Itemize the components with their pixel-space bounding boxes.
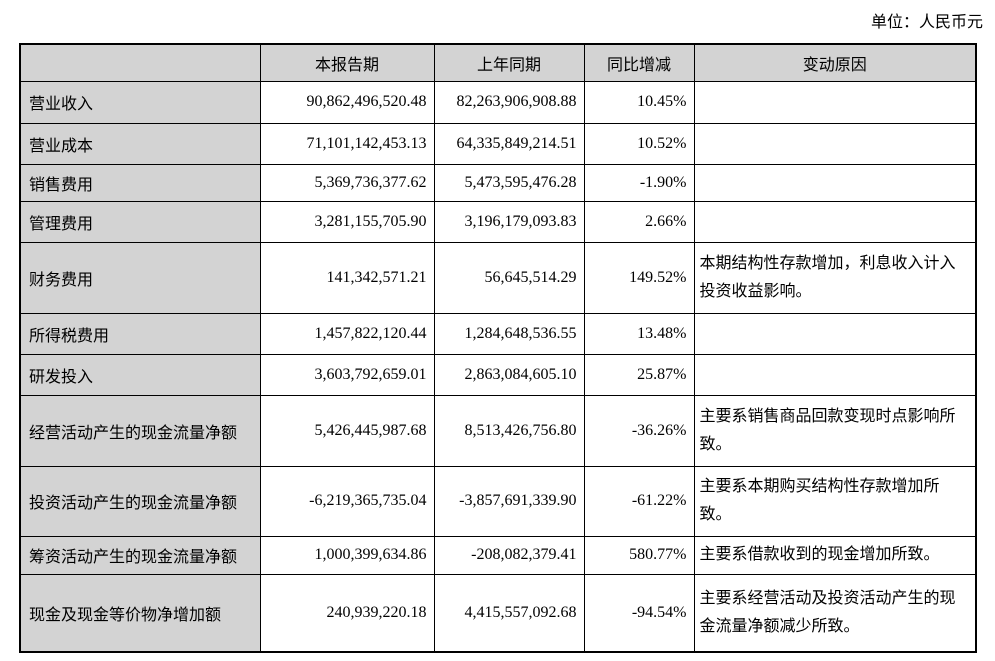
prior-period-value: 1,284,648,536.55 xyxy=(433,312,585,355)
current-period-value: 90,862,496,520.48 xyxy=(259,80,435,124)
prior-period-value: 5,473,595,476.28 xyxy=(433,163,585,202)
prior-period-value: 8,513,426,756.80 xyxy=(433,394,585,467)
row-label: 营业成本 xyxy=(19,122,261,165)
row-label: 研发投入 xyxy=(19,353,261,396)
change-reason: 主要系借款收到的现金增加所致。 xyxy=(693,535,977,575)
prior-period-value: 56,645,514.29 xyxy=(433,241,585,314)
change-percent: 13.48% xyxy=(583,312,695,355)
change-reason xyxy=(693,163,977,202)
prior-period-value: 3,196,179,093.83 xyxy=(433,200,585,243)
table-row-operating-cashflow: 经营活动产生的现金流量净额 5,426,445,987.68 8,513,426… xyxy=(19,394,977,467)
prior-period-value: 4,415,557,092.68 xyxy=(433,573,585,653)
table-header-row: 本报告期 上年同期 同比增减 变动原因 xyxy=(19,43,977,82)
current-period-value: 3,281,155,705.90 xyxy=(259,200,435,243)
prior-period-value: 64,335,849,214.51 xyxy=(433,122,585,165)
prior-period-value: 2,863,084,605.10 xyxy=(433,353,585,396)
change-reason: 主要系本期购买结构性存款增加所致。 xyxy=(693,465,977,537)
change-percent: 10.45% xyxy=(583,80,695,124)
current-period-value: 5,426,445,987.68 xyxy=(259,394,435,467)
change-percent: 10.52% xyxy=(583,122,695,165)
table-row-operating-revenue: 营业收入 90,862,496,520.48 82,263,906,908.88… xyxy=(19,80,977,124)
change-percent: 2.66% xyxy=(583,200,695,243)
prior-period-value: -3,857,691,339.90 xyxy=(433,465,585,537)
header-prior-period: 上年同期 xyxy=(433,43,585,82)
table-row-finance-expenses: 财务费用 141,342,571.21 56,645,514.29 149.52… xyxy=(19,241,977,314)
header-item xyxy=(19,43,261,82)
change-percent: -1.90% xyxy=(583,163,695,202)
table-row-rd-investment: 研发投入 3,603,792,659.01 2,863,084,605.10 2… xyxy=(19,353,977,396)
row-label: 筹资活动产生的现金流量净额 xyxy=(19,535,261,575)
change-reason xyxy=(693,122,977,165)
change-reason: 本期结构性存款增加，利息收入计入投资收益影响。 xyxy=(693,241,977,314)
change-percent: 149.52% xyxy=(583,241,695,314)
change-reason xyxy=(693,80,977,124)
table-row-investing-cashflow: 投资活动产生的现金流量净额 -6,219,365,735.04 -3,857,6… xyxy=(19,465,977,537)
change-reason xyxy=(693,200,977,243)
row-label: 财务费用 xyxy=(19,241,261,314)
row-label: 投资活动产生的现金流量净额 xyxy=(19,465,261,537)
header-reason: 变动原因 xyxy=(693,43,977,82)
table-row-net-cash-increase: 现金及现金等价物净增加额 240,939,220.18 4,415,557,09… xyxy=(19,573,977,653)
header-current-period: 本报告期 xyxy=(259,43,435,82)
change-reason: 主要系销售商品回款变现时点影响所致。 xyxy=(693,394,977,467)
header-change: 同比增减 xyxy=(583,43,695,82)
prior-period-value: 82,263,906,908.88 xyxy=(433,80,585,124)
current-period-value: 5,369,736,377.62 xyxy=(259,163,435,202)
change-percent: -36.26% xyxy=(583,394,695,467)
row-label: 经营活动产生的现金流量净额 xyxy=(19,394,261,467)
table-row-financing-cashflow: 筹资活动产生的现金流量净额 1,000,399,634.86 -208,082,… xyxy=(19,535,977,575)
row-label: 管理费用 xyxy=(19,200,261,243)
change-percent: -94.54% xyxy=(583,573,695,653)
current-period-value: -6,219,365,735.04 xyxy=(259,465,435,537)
table-row-admin-expenses: 管理费用 3,281,155,705.90 3,196,179,093.83 2… xyxy=(19,200,977,243)
table-row-operating-cost: 营业成本 71,101,142,453.13 64,335,849,214.51… xyxy=(19,122,977,165)
financial-summary-table: 本报告期 上年同期 同比增减 变动原因 营业收入 90,862,496,520.… xyxy=(19,43,977,653)
change-reason xyxy=(693,312,977,355)
current-period-value: 1,000,399,634.86 xyxy=(259,535,435,575)
prior-period-value: -208,082,379.41 xyxy=(433,535,585,575)
current-period-value: 240,939,220.18 xyxy=(259,573,435,653)
change-percent: -61.22% xyxy=(583,465,695,537)
row-label: 现金及现金等价物净增加额 xyxy=(19,573,261,653)
change-percent: 580.77% xyxy=(583,535,695,575)
change-reason: 主要系经营活动及投资活动产生的现金流量净额减少所致。 xyxy=(693,573,977,653)
row-label: 销售费用 xyxy=(19,163,261,202)
current-period-value: 141,342,571.21 xyxy=(259,241,435,314)
table-row-selling-expenses: 销售费用 5,369,736,377.62 5,473,595,476.28 -… xyxy=(19,163,977,202)
current-period-value: 1,457,822,120.44 xyxy=(259,312,435,355)
change-reason xyxy=(693,353,977,396)
change-percent: 25.87% xyxy=(583,353,695,396)
row-label: 营业收入 xyxy=(19,80,261,124)
row-label: 所得税费用 xyxy=(19,312,261,355)
table-row-income-tax: 所得税费用 1,457,822,120.44 1,284,648,536.55 … xyxy=(19,312,977,355)
current-period-value: 3,603,792,659.01 xyxy=(259,353,435,396)
current-period-value: 71,101,142,453.13 xyxy=(259,122,435,165)
currency-unit-label: 单位：人民币元 xyxy=(870,14,983,31)
